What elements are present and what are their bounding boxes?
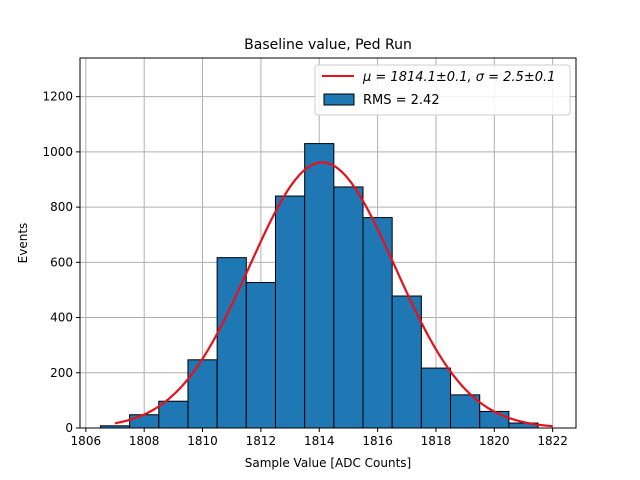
x-tick-label: 1812 bbox=[246, 434, 277, 448]
x-tick-label: 1818 bbox=[421, 434, 452, 448]
histogram-bars bbox=[99, 143, 539, 429]
histogram-bar bbox=[129, 414, 160, 429]
x-axis-label: Sample Value [ADC Counts] bbox=[245, 456, 411, 470]
y-tick-label: 1200 bbox=[42, 90, 73, 104]
histogram-bar bbox=[187, 359, 218, 429]
histogram-bar bbox=[333, 186, 364, 429]
x-tick-label: 1816 bbox=[362, 434, 393, 448]
x-tick-label: 1814 bbox=[304, 434, 335, 448]
y-axis-label: Events bbox=[16, 223, 30, 264]
histogram-bar bbox=[304, 143, 335, 429]
histogram-bar bbox=[479, 410, 510, 429]
histogram-bar bbox=[158, 400, 189, 429]
legend-fit-mu-part: μ = 1814.1±0.1, bbox=[362, 70, 476, 85]
x-tick-label: 1806 bbox=[71, 434, 102, 448]
histogram-bar bbox=[274, 195, 306, 429]
y-axis-ticks: 0 200 400 600 800 1000 1200 bbox=[42, 90, 80, 435]
legend-rms-swatch bbox=[323, 93, 355, 106]
legend: μ = 1814.1±0.1, σ = 2.5±0.1 RMS = 2.42 bbox=[314, 64, 571, 116]
legend-fit-label: μ = 1814.1±0.1, σ = 2.5±0.1 bbox=[362, 70, 555, 85]
x-tick-label: 1808 bbox=[129, 434, 160, 448]
x-tick-label: 1810 bbox=[187, 434, 218, 448]
y-tick-label: 600 bbox=[50, 255, 73, 269]
legend-rms-label: RMS = 2.42 bbox=[363, 93, 440, 108]
legend-fit-sigma-part: σ = 2.5±0.1 bbox=[476, 70, 556, 85]
legend-box bbox=[314, 64, 571, 116]
gaussian-fit bbox=[114, 161, 553, 428]
x-tick-label: 1820 bbox=[479, 434, 510, 448]
y-tick-label: 800 bbox=[50, 200, 73, 214]
histogram-bar bbox=[391, 295, 422, 429]
x-axis-ticks: 1806 1808 1810 1812 1814 1816 1818 1820 1822 bbox=[71, 428, 568, 448]
fit-curve bbox=[114, 161, 553, 428]
y-tick-label: 400 bbox=[50, 311, 73, 325]
histogram-bar bbox=[245, 281, 276, 429]
plot-frame bbox=[79, 57, 577, 429]
chart-title: Baseline value, Ped Run bbox=[244, 37, 412, 53]
y-tick-label: 200 bbox=[50, 366, 73, 380]
y-tick-label: 0 bbox=[65, 421, 73, 435]
y-tick-label: 1000 bbox=[42, 145, 73, 159]
histogram-bar bbox=[420, 367, 452, 429]
x-tick-label: 1822 bbox=[537, 434, 568, 448]
